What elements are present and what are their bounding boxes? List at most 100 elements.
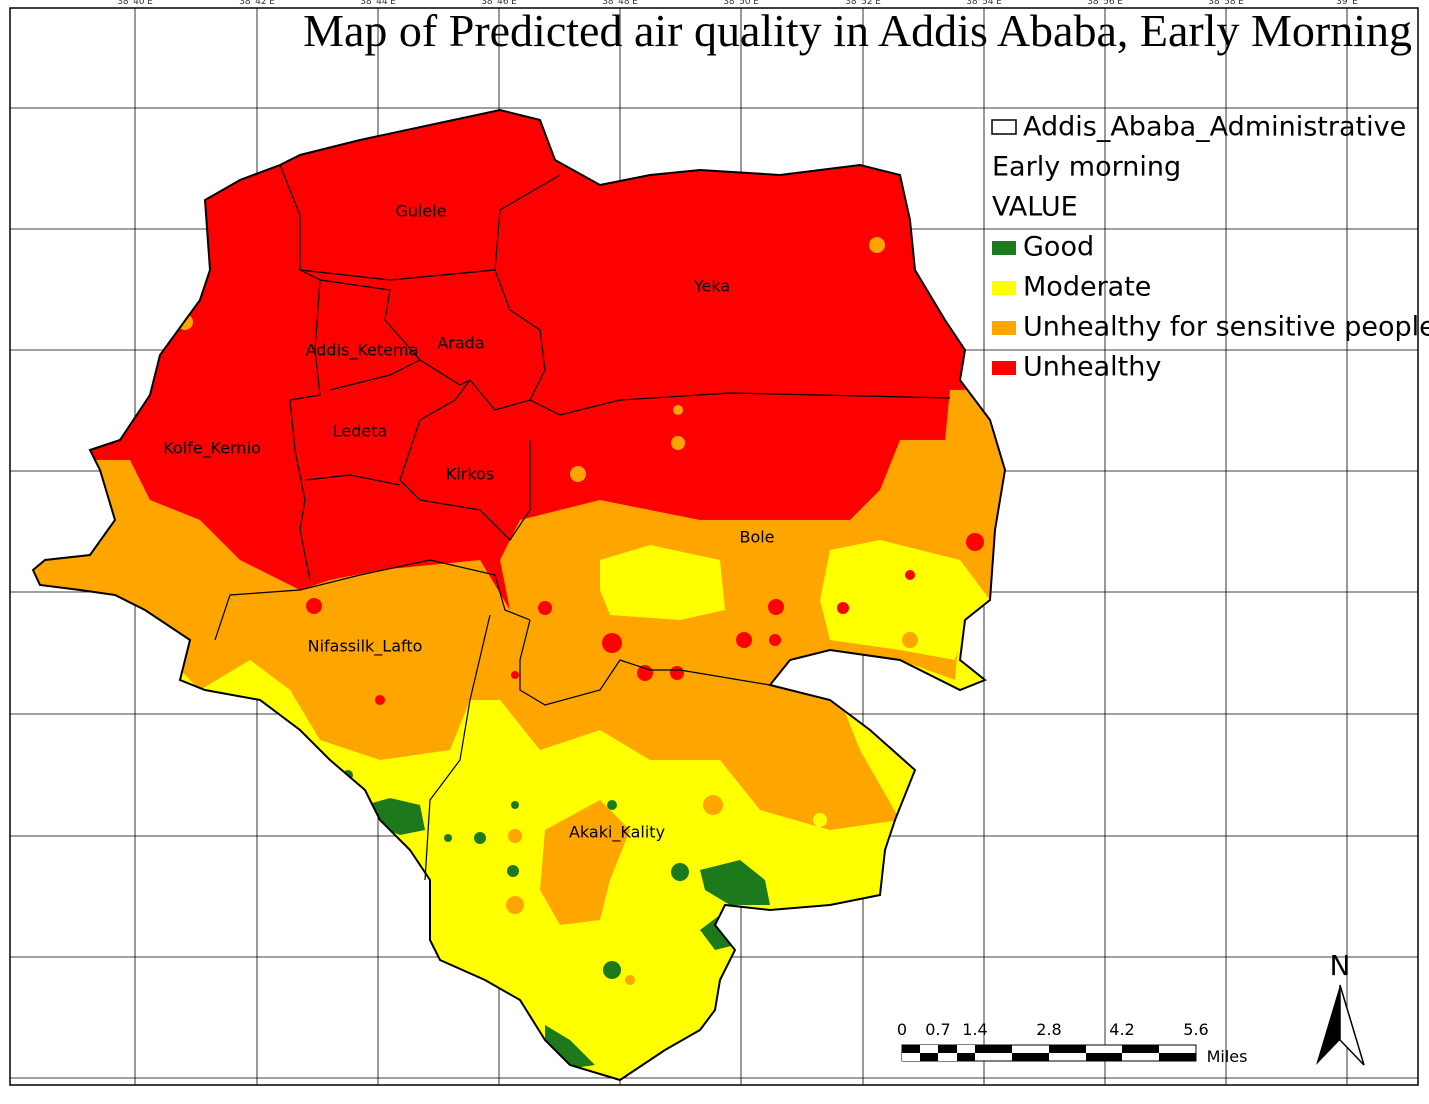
hot-spot [670, 666, 684, 680]
district-boundaries [214, 164, 951, 881]
north-arrow-right [1339, 984, 1365, 1066]
legend-label: VALUE [992, 192, 1078, 223]
scale-label: 5.6 [1183, 1020, 1208, 1039]
map-title: Map of Predicted air quality in Addis Ab… [303, 5, 1412, 56]
graticule-label: 38°56'E [1087, 0, 1123, 7]
scale-segment [920, 1053, 938, 1061]
zone-good [700, 915, 735, 950]
hot-spot [538, 601, 552, 615]
legend-label: Good [1023, 232, 1094, 263]
hot-spot [736, 632, 752, 648]
legend-label: Addis_Ababa_Administrative [1023, 112, 1406, 143]
district-label: Gulele [395, 202, 446, 221]
graticule-label: 39°E [1336, 0, 1358, 7]
hot-spot [505, 978, 515, 988]
zone-unhealthy [33, 110, 1005, 610]
scale-segment [938, 1053, 957, 1061]
hot-spot [474, 799, 486, 811]
graticule-label: 38°42'E [239, 0, 275, 7]
north-arrow-left [1316, 985, 1340, 1065]
legend-swatch [992, 361, 1016, 375]
legend-swatch [992, 241, 1016, 255]
scale-segment [1086, 1053, 1122, 1061]
scale-label: 0 [897, 1020, 907, 1039]
hot-spot [767, 569, 783, 585]
hot-spot [506, 896, 524, 914]
scale-segment [1049, 1045, 1086, 1053]
scale-label: 2.8 [1036, 1020, 1061, 1039]
district-label: Kirkos [446, 465, 494, 484]
graticule-label: 38°40'E [117, 0, 153, 7]
zone-sensitive [540, 800, 630, 925]
district-label: Akaki_Kality [569, 823, 665, 843]
scale-segment [975, 1045, 1012, 1053]
scale-label: 1.4 [962, 1020, 987, 1039]
scale-segment [938, 1045, 957, 1053]
hot-spot [607, 800, 617, 810]
hot-spot [769, 634, 781, 646]
hot-spot [671, 436, 685, 450]
hot-spot [474, 832, 486, 844]
hot-spot [637, 665, 653, 681]
hot-spot [375, 695, 385, 705]
legend-label: Unhealthy [1023, 352, 1161, 383]
district-label: Nifassilk_Lafto [308, 637, 423, 657]
hot-spot [671, 863, 689, 881]
scale-segment [1159, 1053, 1196, 1061]
hot-spot [570, 466, 586, 482]
hot-spot [902, 632, 918, 648]
hot-spot [813, 813, 827, 827]
graticule-label: 38°54'E [966, 0, 1002, 7]
scale-segment [1012, 1053, 1049, 1061]
hot-spot [602, 633, 622, 653]
hot-spot [306, 598, 322, 614]
hot-spot [625, 975, 635, 985]
graticule-label: 38°50'E [723, 0, 759, 7]
graticule-label: 38°52'E [845, 0, 881, 7]
hot-spot [603, 961, 621, 979]
north-arrow: N [1316, 949, 1365, 1066]
scale-segment [902, 1045, 920, 1053]
graticule-label: 38°44'E [360, 0, 396, 7]
legend-swatch-boundary [991, 119, 1017, 135]
north-label: N [1330, 949, 1351, 982]
legend: Addis_Ababa_Administrative Early morning V… [991, 112, 1429, 383]
scale-label: 4.2 [1109, 1020, 1134, 1039]
hot-spot [768, 599, 784, 615]
scale-segment [957, 1045, 975, 1053]
district-label: Addis_Ketema [306, 341, 419, 361]
hot-spot [405, 540, 415, 550]
hot-spot [703, 795, 723, 815]
hot-spot [837, 602, 849, 614]
hot-spot [675, 768, 685, 778]
legend-label: Early morning [992, 152, 1181, 183]
zone-moderate [820, 540, 990, 660]
scale-segment [920, 1045, 938, 1053]
scale-segment [957, 1053, 975, 1061]
district-label: Yeka [693, 277, 730, 296]
hot-spot [508, 829, 522, 843]
zone-good [700, 860, 770, 905]
scale-segment [902, 1053, 920, 1061]
scale-label: 0.7 [925, 1020, 950, 1039]
district-label: Arada [437, 334, 484, 353]
hot-spot [932, 537, 948, 553]
hot-spot [869, 237, 885, 253]
district-label: Ledeta [333, 422, 388, 441]
hot-spot [673, 405, 683, 415]
legend-label: Moderate [1023, 272, 1151, 303]
hot-spot [511, 801, 519, 809]
hot-spot [507, 865, 519, 877]
graticule-label: 38°48'E [602, 0, 638, 7]
hot-spot [905, 570, 915, 580]
graticule-label: 38°46'E [481, 0, 517, 7]
hot-spot [444, 834, 452, 842]
legend-label: Unhealthy for sensitive peoples [1023, 312, 1429, 343]
scale-segment [1122, 1045, 1159, 1053]
district-label: Bole [739, 528, 774, 547]
scale-bar: 0 0.7 1.4 2.8 4.2 5.6 Miles [897, 1020, 1248, 1066]
legend-swatch [992, 321, 1016, 335]
scale-unit: Miles [1207, 1047, 1248, 1066]
hot-spot [966, 533, 984, 551]
